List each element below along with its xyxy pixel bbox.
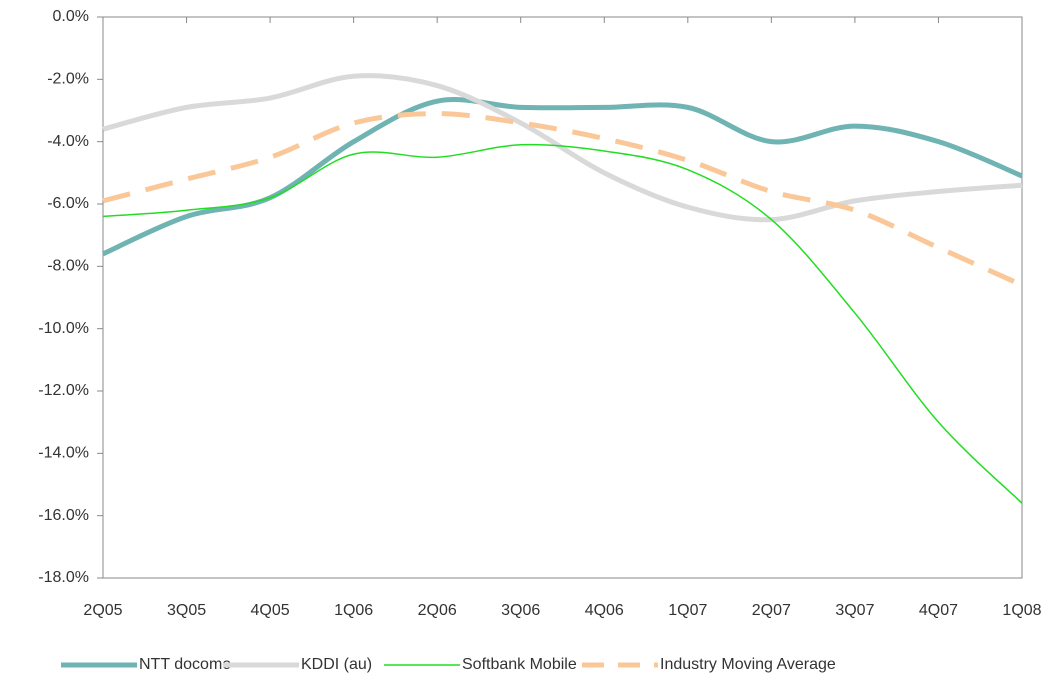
y-tick-label: -8.0% bbox=[47, 258, 89, 275]
x-tick-label: 4Q07 bbox=[919, 602, 958, 619]
y-tick-label: -16.0% bbox=[38, 507, 89, 524]
series-line bbox=[101, 97, 1023, 257]
legend-label: KDDI (au) bbox=[301, 656, 372, 673]
y-tick-label: 0.0% bbox=[53, 8, 89, 25]
x-tick-label: 1Q07 bbox=[668, 602, 707, 619]
series-line bbox=[102, 143, 1023, 504]
y-tick-label: -18.0% bbox=[38, 569, 89, 586]
legend-label: NTT docomo bbox=[139, 656, 231, 673]
y-tick-label: -12.0% bbox=[38, 382, 89, 399]
x-tick-label: 1Q06 bbox=[334, 602, 373, 619]
plot-frame bbox=[102, 16, 1023, 579]
y-tick-label: -14.0% bbox=[38, 445, 89, 462]
legend-label: Industry Moving Average bbox=[660, 656, 836, 673]
y-tick-label: -10.0% bbox=[38, 320, 89, 337]
y-tick-label: -6.0% bbox=[47, 195, 89, 212]
series-line bbox=[102, 73, 1023, 223]
x-tick-label: 3Q05 bbox=[167, 602, 206, 619]
legend-label: Softbank Mobile bbox=[462, 656, 577, 673]
x-tick-label: 3Q07 bbox=[835, 602, 874, 619]
x-tick-label: 4Q05 bbox=[251, 602, 290, 619]
x-tick-label: 2Q07 bbox=[752, 602, 791, 619]
y-tick-label: -2.0% bbox=[47, 71, 89, 88]
x-tick-label: 2Q06 bbox=[418, 602, 457, 619]
x-tick-label: 2Q05 bbox=[83, 602, 122, 619]
x-tick-label: 4Q06 bbox=[585, 602, 624, 619]
y-tick-label: -4.0% bbox=[47, 133, 89, 150]
x-tick-label: 1Q08 bbox=[1002, 602, 1041, 619]
x-tick-label: 3Q06 bbox=[501, 602, 540, 619]
